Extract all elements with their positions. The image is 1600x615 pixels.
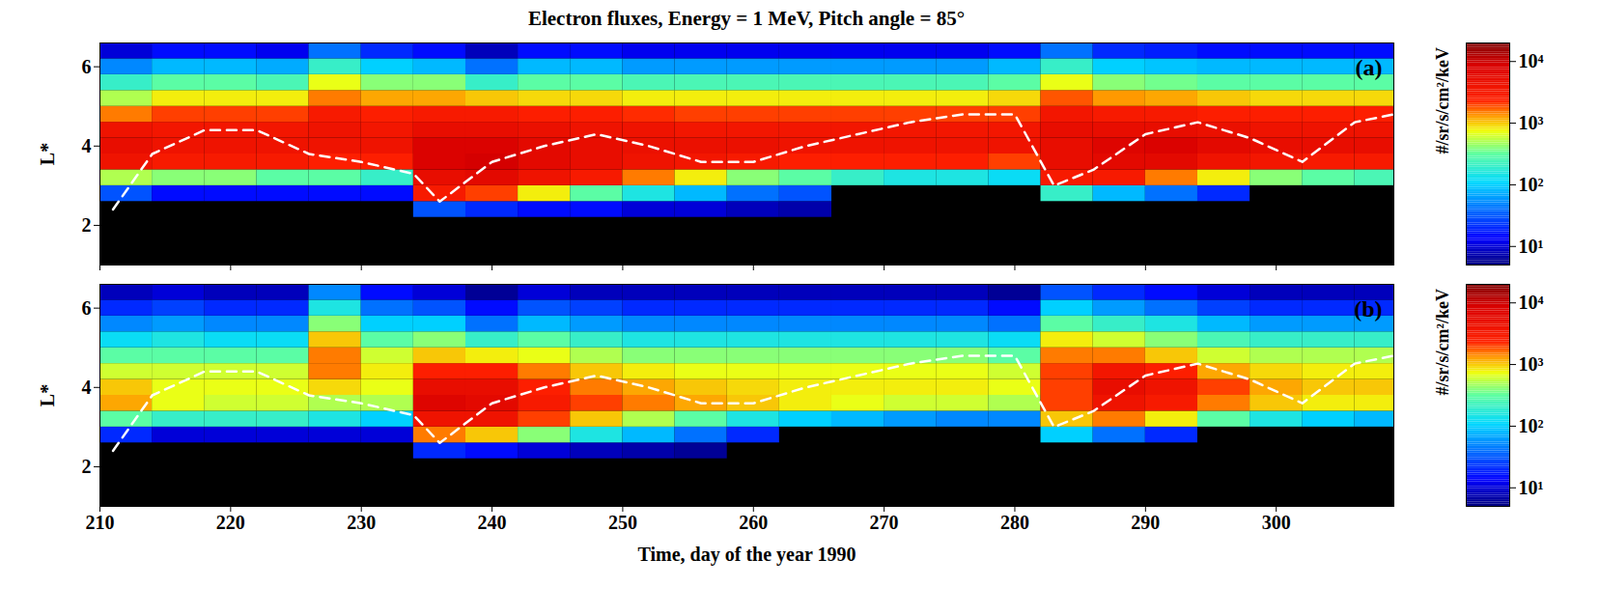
svg-text:6: 6 (82, 297, 92, 319)
svg-text:240: 240 (477, 511, 507, 534)
svg-text:280: 280 (1000, 511, 1030, 534)
svg-text:10⁴: 10⁴ (1518, 50, 1544, 72)
svg-text:290: 290 (1130, 511, 1160, 534)
svg-text:220: 220 (216, 511, 246, 534)
svg-text:L*: L* (36, 142, 58, 166)
svg-text:4: 4 (82, 135, 92, 157)
svg-text:6: 6 (82, 56, 92, 78)
svg-text:#/sr/s/cm²/keV: #/sr/s/cm²/keV (1432, 288, 1453, 395)
svg-text:210: 210 (85, 511, 115, 534)
svg-text:10⁴: 10⁴ (1518, 291, 1544, 313)
svg-text:(a): (a) (1355, 55, 1383, 81)
svg-text:10²: 10² (1518, 415, 1544, 437)
svg-text:L*: L* (36, 384, 58, 407)
svg-text:(b): (b) (1353, 296, 1382, 322)
svg-text:Time, day of the year 1990: Time, day of the year 1990 (638, 543, 857, 566)
svg-text:260: 260 (738, 511, 768, 534)
svg-text:10²: 10² (1518, 173, 1544, 196)
svg-text:2: 2 (82, 214, 92, 236)
svg-text:#/sr/s/cm²/keV: #/sr/s/cm²/keV (1432, 47, 1453, 154)
svg-text:250: 250 (608, 511, 638, 534)
html-text:Electron fluxes, Energy = 1 Me: Electron fluxes, Energy = 1 MeV, Pitch a… (528, 6, 965, 30)
svg-text:4: 4 (82, 376, 92, 398)
svg-text:300: 300 (1262, 511, 1292, 534)
svg-text:10¹: 10¹ (1518, 235, 1544, 257)
svg-text:10³: 10³ (1518, 353, 1544, 375)
svg-text:230: 230 (346, 511, 376, 534)
svg-text:2: 2 (82, 455, 92, 478)
svg-text:10¹: 10¹ (1518, 477, 1544, 499)
svg-text:10³: 10³ (1518, 112, 1544, 134)
svg-text:270: 270 (870, 511, 899, 534)
